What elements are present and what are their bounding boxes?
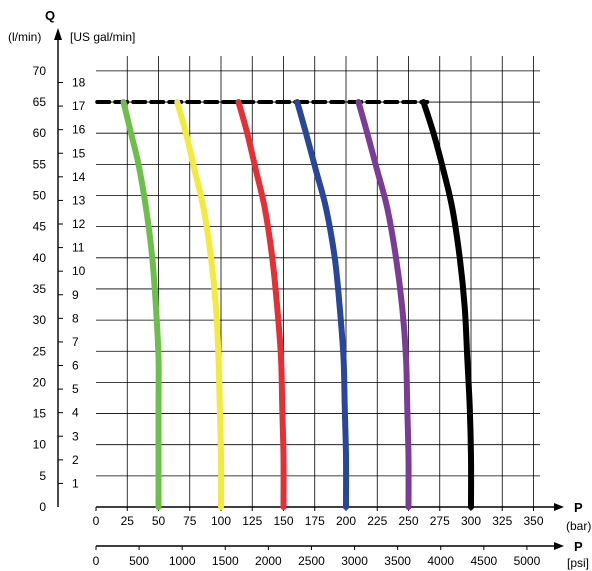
x-psi-tick-label: 4500 — [470, 554, 497, 568]
y-lmin-tick-label: 65 — [33, 95, 47, 109]
x-bar-tick-label: 0 — [93, 514, 100, 528]
x-axis-psi-arrow — [554, 542, 564, 550]
x-psi-tick-label: 3000 — [341, 554, 368, 568]
x-bar-tick-label: 25 — [121, 514, 135, 528]
x-bar-tick-label: 225 — [367, 514, 387, 528]
series-line-2 — [174, 99, 225, 510]
x-psi-tick-label: 0 — [93, 554, 100, 568]
x-bar-tick-label: 350 — [523, 514, 543, 528]
series-line-4 — [294, 99, 350, 510]
y-lmin-tick-label: 5 — [39, 469, 46, 483]
x-axis-bar-arrow — [554, 503, 564, 511]
x-axis-title-psi: P — [574, 539, 583, 554]
x-axis-title-bar: P — [574, 500, 583, 515]
axes — [54, 28, 564, 550]
y-gal-tick-label: 8 — [72, 311, 79, 325]
y-gal-tick-label: 9 — [72, 288, 79, 302]
y-gal-tick-label: 15 — [72, 146, 86, 160]
y-gal-tick-label: 17 — [72, 99, 86, 113]
y-gal-tick-label: 14 — [72, 170, 86, 184]
x-bar-tick-label: 250 — [398, 514, 418, 528]
series-group — [95, 99, 475, 510]
x-bar-tick-label: 50 — [152, 514, 166, 528]
y-lmin-tick-label: 40 — [33, 251, 47, 265]
y-axis-arrow — [54, 28, 62, 40]
x-psi-tick-label: 1000 — [169, 554, 196, 568]
y-lmin-tick-label: 35 — [33, 282, 47, 296]
x-unit-bar: (bar) — [566, 519, 591, 533]
y-gal-tick-label: 7 — [72, 335, 79, 349]
series-line-3 — [235, 99, 287, 510]
y-lmin-tick-label: 60 — [33, 126, 47, 140]
x-bar-tick-label: 150 — [273, 514, 293, 528]
y-gal-tick-label: 3 — [72, 429, 79, 443]
series-line-1 — [120, 99, 162, 510]
x-bar-tick-label: 175 — [305, 514, 325, 528]
x-bar-tick-label: 125 — [242, 514, 262, 528]
x-psi-tick-label: 2000 — [255, 554, 282, 568]
x-psi-tick-label: 2500 — [298, 554, 325, 568]
x-bar-tick-label: 325 — [492, 514, 512, 528]
x-bar-tick-label: 275 — [430, 514, 450, 528]
y-unit-left: (l/min) — [8, 30, 41, 44]
y-gal-tick-label: 10 — [72, 264, 86, 278]
y-gal-tick-label: 2 — [72, 453, 79, 467]
series-line-6 — [420, 99, 475, 510]
y-lmin-tick-label: 50 — [33, 189, 47, 203]
y-lmin-tick-label: 20 — [33, 375, 47, 389]
x-bar-tick-label: 300 — [461, 514, 481, 528]
x-unit-psi: [psi] — [567, 556, 589, 570]
x-psi-tick-label: 3500 — [384, 554, 411, 568]
y-lmin-tick-label: 55 — [33, 157, 47, 171]
y-lmin-tick-label: 0 — [39, 500, 46, 514]
x-psi-tick-label: 1500 — [212, 554, 239, 568]
series-line-5 — [355, 99, 412, 510]
y-gal-tick-label: 5 — [72, 382, 79, 396]
y-gal-tick-label: 18 — [72, 76, 86, 90]
x-bar-tick-label: 75 — [183, 514, 197, 528]
y-gal-tick-label: 6 — [72, 359, 79, 373]
y-lmin-tick-label: 15 — [33, 407, 47, 421]
y-gal-tick-label: 4 — [72, 406, 79, 420]
x-psi-tick-label: 5000 — [514, 554, 541, 568]
y-lmin-tick-label: 10 — [33, 438, 47, 452]
y-lmin-tick-label: 45 — [33, 220, 47, 234]
y-lmin-tick-label: 70 — [33, 64, 47, 78]
y-unit-right: [US gal/min] — [70, 30, 135, 44]
y-gal-tick-label: 11 — [72, 241, 85, 255]
y-axis-title: Q — [45, 8, 55, 23]
grid — [96, 56, 540, 507]
x-psi-tick-label: 4000 — [427, 554, 454, 568]
y-gal-tick-label: 12 — [72, 217, 86, 231]
y-lmin-tick-label: 30 — [33, 313, 47, 327]
x-bar-tick-label: 200 — [336, 514, 356, 528]
y-gal-tick-label: 16 — [72, 123, 86, 137]
y-gal-tick-label: 1 — [72, 476, 79, 490]
y-gal-tick-label: 13 — [72, 193, 86, 207]
y-lmin-tick-label: 25 — [33, 344, 47, 358]
x-bar-tick-label: 100 — [211, 514, 231, 528]
tick-labels: 0 25 50 75 100 125 150 175 200 225 250 275 300 325 350… — [33, 64, 544, 568]
x-psi-tick-label: 500 — [129, 554, 149, 568]
